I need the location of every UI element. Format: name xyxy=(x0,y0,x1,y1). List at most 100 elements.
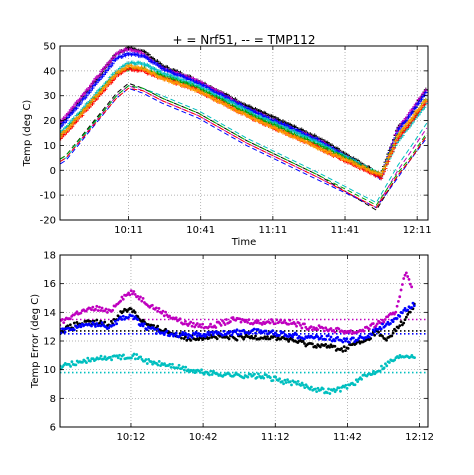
series-marker-plus xyxy=(54,129,58,133)
tick-label-y: 50 xyxy=(43,42,56,53)
series-point xyxy=(89,359,92,363)
series-point xyxy=(127,316,130,319)
series-point xyxy=(348,340,351,344)
series-point xyxy=(27,348,30,351)
series-point xyxy=(95,304,99,308)
series-point xyxy=(387,361,391,364)
series-point xyxy=(349,329,353,333)
series-marker-plus xyxy=(123,53,128,58)
series-point xyxy=(291,335,294,339)
series-point xyxy=(24,350,27,353)
series-point xyxy=(132,352,136,356)
series-point xyxy=(209,369,213,373)
series-marker-plus xyxy=(227,104,232,109)
series-point xyxy=(246,375,250,379)
series-point xyxy=(149,360,153,364)
series-point xyxy=(119,299,123,303)
series-point xyxy=(252,336,256,340)
series-point xyxy=(174,331,178,335)
series-group xyxy=(36,46,428,211)
series-point xyxy=(130,356,133,360)
series-marker-plus xyxy=(36,153,40,157)
series-point xyxy=(328,345,332,349)
series-point xyxy=(23,346,26,349)
series-point xyxy=(168,314,171,318)
tick-label-x: 12:11 xyxy=(403,225,432,236)
series-point xyxy=(229,330,232,333)
series-marker-plus xyxy=(104,82,109,87)
series-point xyxy=(62,327,66,331)
series-point xyxy=(90,308,93,312)
series-point xyxy=(180,333,183,336)
series-point xyxy=(113,319,117,323)
series-marker-plus xyxy=(53,128,57,132)
series-point xyxy=(56,321,59,324)
series-marker-plus xyxy=(161,66,166,71)
tick-label-y: 6 xyxy=(50,423,56,434)
series-point xyxy=(184,335,187,339)
series-point xyxy=(19,406,22,409)
series-marker-plus xyxy=(419,104,424,109)
series-point xyxy=(273,322,277,326)
series-point xyxy=(352,336,355,340)
series-point xyxy=(63,330,67,334)
series-point xyxy=(223,323,227,326)
series-point xyxy=(333,330,337,334)
series-point xyxy=(184,319,187,323)
series-point xyxy=(394,329,398,333)
series-point xyxy=(288,380,292,384)
chart-bottom-series xyxy=(19,271,416,409)
series-point xyxy=(303,386,307,389)
series-point xyxy=(57,331,60,334)
series-point xyxy=(287,339,291,343)
series-point xyxy=(79,325,83,329)
series-point xyxy=(120,295,124,299)
series-marker-plus xyxy=(104,63,109,68)
chart-bottom-ylabel: Temp Error (deg C) xyxy=(30,294,41,389)
series-point xyxy=(333,344,337,348)
series-point xyxy=(22,397,25,400)
series-point xyxy=(115,354,119,358)
series-point xyxy=(247,318,251,322)
series-point xyxy=(274,375,278,379)
series-point xyxy=(116,356,120,360)
series-point xyxy=(110,358,113,362)
series-point xyxy=(302,383,305,387)
series-marker-plus xyxy=(380,169,385,174)
series-marker-plus xyxy=(87,90,92,95)
series-marker-plus xyxy=(64,118,69,123)
tick-label-y: 10 xyxy=(43,141,56,152)
series-point xyxy=(20,398,23,401)
series-point xyxy=(389,322,392,325)
series-point xyxy=(242,376,246,380)
series-point xyxy=(313,387,317,391)
series-marker-plus xyxy=(94,80,99,85)
series-marker-plus xyxy=(56,134,60,138)
series-marker-plus xyxy=(56,137,60,141)
series-point xyxy=(321,326,325,330)
series-marker-plus xyxy=(91,78,96,83)
series-point xyxy=(185,333,189,336)
series-point xyxy=(255,376,259,379)
series-marker-plus xyxy=(296,136,301,141)
series-point xyxy=(386,320,390,324)
series-point xyxy=(329,327,333,330)
series-marker-plus xyxy=(78,100,83,105)
series-point xyxy=(411,301,415,305)
series-point xyxy=(332,387,336,391)
series-marker-plus xyxy=(67,109,72,114)
series-point xyxy=(145,362,149,365)
series-marker-plus xyxy=(39,151,43,155)
series-point xyxy=(186,336,190,339)
series-marker-plus xyxy=(37,145,41,149)
series-point xyxy=(321,387,325,391)
series-point xyxy=(399,320,403,324)
series-point xyxy=(242,337,246,341)
series-point xyxy=(104,307,108,311)
series-point xyxy=(297,321,301,325)
series-point xyxy=(295,324,298,328)
tick-label-y: 18 xyxy=(43,251,56,262)
series-point xyxy=(132,317,136,321)
series-point xyxy=(408,282,412,286)
series-point xyxy=(128,293,132,297)
